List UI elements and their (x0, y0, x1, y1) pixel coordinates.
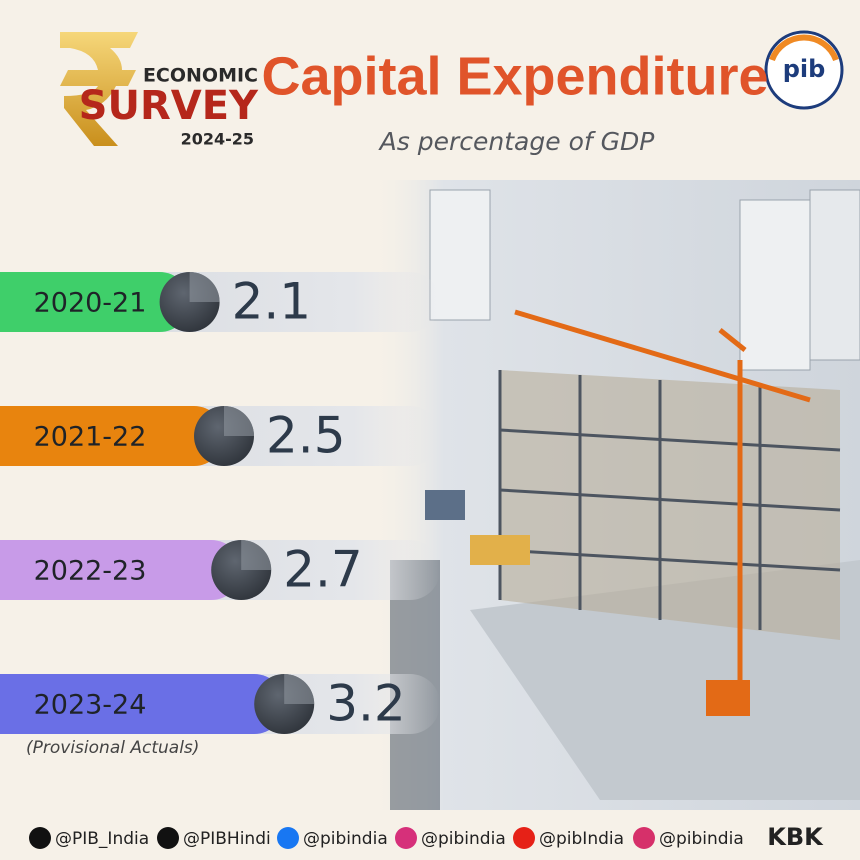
footer: @PIB_India @PIBHindi @pibindia @pibindia @pi… (29, 827, 744, 849)
social-handle: @PIBHindi (183, 829, 271, 849)
social-icon (395, 827, 417, 849)
social-handle: @pibindia (303, 829, 388, 849)
credit: KBK (767, 823, 824, 851)
value-label: 3.2 (326, 675, 406, 733)
note: (Provisional Actuals) (26, 738, 199, 758)
chart-subtitle: As percentage of GDP (378, 127, 656, 156)
knob-shine (224, 406, 254, 436)
survey-logo: ECONOMIC SURVEY 2024-25 (60, 32, 259, 149)
category-label: 2023-24 (34, 690, 147, 721)
bar (0, 674, 285, 734)
category-label: 2020-21 (34, 288, 147, 319)
bar (0, 406, 224, 466)
pib-logo-text: pib (783, 55, 826, 83)
rupee-icon (60, 32, 138, 146)
social-handle: @PIB_India (55, 829, 149, 849)
social-handle: @pibindia (659, 829, 744, 849)
social-icon (29, 827, 51, 849)
knob-shine (284, 674, 315, 704)
value-label: 2.1 (232, 273, 312, 331)
knob-shine (189, 272, 220, 302)
social-icon (513, 827, 535, 849)
social-icon (157, 827, 179, 849)
category-label: 2021-22 (34, 422, 147, 453)
logo-line3: 2024-25 (181, 130, 254, 149)
logo-line2: SURVEY (79, 83, 259, 129)
knob-shine (241, 540, 272, 570)
bar (0, 540, 242, 600)
value-label: 2.5 (266, 407, 346, 465)
value-label: 2.7 (283, 541, 363, 599)
chart-title: Capital Expenditure (261, 46, 768, 106)
social-handle: @pibIndia (539, 829, 624, 849)
social-icon (633, 827, 655, 849)
city-illustration (370, 180, 860, 810)
logo-line1: ECONOMIC (143, 65, 258, 87)
category-label: 2022-23 (34, 556, 147, 587)
social-icon (277, 827, 299, 849)
social-handle: @pibindia (421, 829, 506, 849)
bar-rows: 2020-21 2.1 2021-22 2.5 2022-23 2.7 2023-24 3.2 (0, 272, 440, 734)
bar (0, 272, 190, 332)
pib-logo: pib (764, 30, 844, 110)
